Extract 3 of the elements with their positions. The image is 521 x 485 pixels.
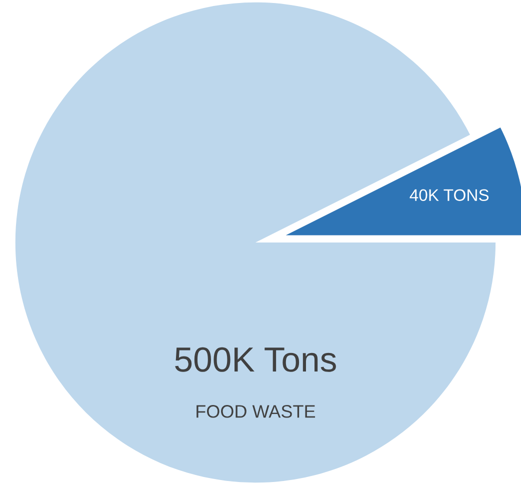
- data-label: 500K Tons: [175, 347, 336, 372]
- data-label: 40K TONS: [410, 189, 489, 202]
- slice-label: FOOD WASTE: [196, 405, 316, 418]
